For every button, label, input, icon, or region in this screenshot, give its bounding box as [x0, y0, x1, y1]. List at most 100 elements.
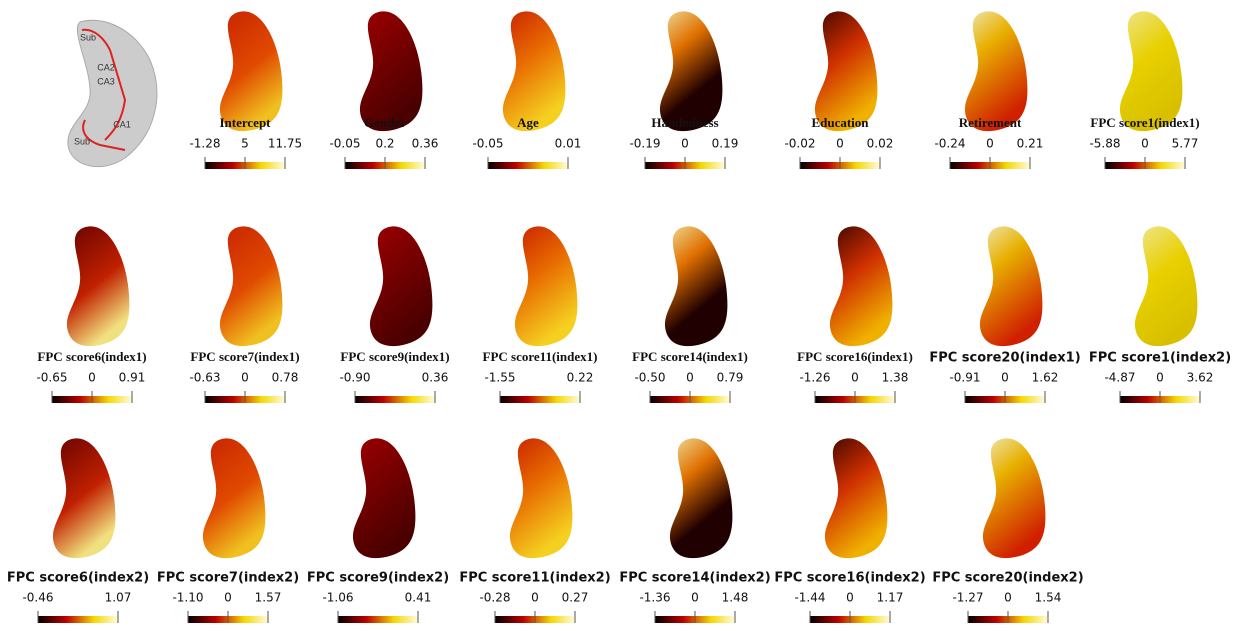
- colorbar-label: 0.78: [272, 371, 299, 385]
- colorbar-label: 0.91: [119, 371, 146, 385]
- panel-title: Retirement: [959, 115, 1022, 130]
- colorbar-label: 0: [681, 137, 689, 151]
- hippocampus-shape: [960, 221, 1052, 351]
- colorbar-label: 0: [1004, 591, 1012, 605]
- hippocampus-shape: [810, 221, 902, 351]
- colorbar-label: -0.28: [479, 591, 510, 605]
- colorbar-label: 0: [241, 371, 249, 385]
- panel-title: FPC score11(index2): [459, 571, 610, 586]
- colorbar-label: 1.57: [255, 591, 282, 605]
- panel: FPC score11(index1) -1.55 0.22: [483, 221, 598, 403]
- panel-title: FPC score1(index2): [1089, 351, 1231, 366]
- colorbar-label: 5.77: [1172, 137, 1199, 151]
- panel: FPC score7(index1) -0.63 0 0.78: [189, 221, 299, 403]
- colorbar-label: -1.27: [952, 591, 983, 605]
- panel-title: FPC score9(index2): [307, 571, 449, 586]
- colorbar-label: 0.79: [717, 371, 744, 385]
- colorbar-label: -0.50: [634, 371, 665, 385]
- colorbar-label: 0.41: [405, 591, 432, 605]
- hippocampus-shape: [33, 433, 125, 563]
- panel-title: FPC score16(index1): [797, 349, 913, 364]
- panel-title: Intercept: [219, 115, 271, 130]
- colorbar-label: 0: [686, 371, 694, 385]
- panel: FPC score16(index2) -1.44 0 1.17: [774, 433, 925, 623]
- panel-title: FPC score11(index1): [483, 349, 598, 364]
- colorbar: [488, 162, 568, 169]
- panel: FPC score11(index2) -0.28 0 0.27: [459, 433, 610, 623]
- panel-title: FPC score14(index2): [619, 571, 770, 586]
- panel-title: FPC score20(index1): [929, 351, 1080, 366]
- panel-title: FPC score16(index2): [774, 571, 925, 586]
- colorbar-label: 0.27: [562, 591, 589, 605]
- colorbar-label: -5.88: [1089, 137, 1120, 151]
- colorbar-label: 1.48: [722, 591, 749, 605]
- panel: FPC score6(index1) -0.65 0 0.91: [36, 221, 146, 403]
- colorbar-label: -1.28: [189, 137, 220, 151]
- colorbar: [500, 396, 580, 403]
- panel-title: Gender: [364, 115, 406, 130]
- panel-title: FPC score20(index2): [932, 571, 1083, 586]
- colorbar-label: 0: [1001, 371, 1009, 385]
- colorbar-label: 0.01: [555, 137, 582, 151]
- colorbar-label: -1.06: [322, 591, 353, 605]
- panel-title: FPC score9(index1): [340, 349, 449, 364]
- colorbar-label: -1.55: [484, 371, 515, 385]
- hippocampus-shape: [645, 221, 737, 351]
- colorbar-label: -0.91: [949, 371, 980, 385]
- colorbar-label: -0.19: [629, 137, 660, 151]
- colorbar-label: -0.46: [22, 591, 53, 605]
- colorbar-label: 0.22: [567, 371, 594, 385]
- colorbar: [38, 616, 118, 623]
- colorbar-label: -1.44: [794, 591, 825, 605]
- colorbar-label: 0: [88, 371, 96, 385]
- page: {"reference": {"labels": ["Sub", "CA2", …: [0, 0, 1234, 631]
- colorbar-label: 0: [851, 371, 859, 385]
- colorbar-label: 0.21: [1017, 137, 1044, 151]
- panel-title: FPC score6(index1): [37, 349, 146, 364]
- colorbar-label: -1.26: [799, 371, 830, 385]
- hippocampus-shape: [47, 221, 139, 351]
- panel-title: Age: [517, 115, 539, 130]
- colorbar-label: -1.36: [639, 591, 670, 605]
- hippocampus-shape: [495, 221, 587, 351]
- colorbar-label: 0: [1141, 137, 1149, 151]
- colorbar-label: 0: [531, 591, 539, 605]
- colorbar: [355, 396, 435, 403]
- panel-title: Handedness: [651, 115, 718, 130]
- region-label: CA3: [97, 76, 115, 86]
- colorbar-label: 11.75: [268, 137, 302, 151]
- panel: FPC score9(index2) -1.06 0.41: [307, 433, 449, 623]
- colorbar-label: -0.65: [36, 371, 67, 385]
- colorbar: [338, 616, 418, 623]
- colorbar-label: 0: [846, 591, 854, 605]
- panel-title: Education: [811, 115, 869, 130]
- hippocampus-shape: [490, 433, 582, 563]
- panel: FPC score20(index1)-0.9101.62: [929, 221, 1080, 403]
- colorbar-label: -1.10: [172, 591, 203, 605]
- colorbar-label: -0.05: [329, 137, 360, 151]
- colorbar-label: 1.38: [882, 371, 909, 385]
- colorbar-label: 0.36: [412, 137, 439, 151]
- colorbar-label: 3.62: [1187, 371, 1214, 385]
- colorbar-label: -0.24: [934, 137, 965, 151]
- panel-title: FPC score7(index1): [190, 349, 299, 364]
- panel: Gender -0.05 0.2 0.36: [329, 6, 438, 169]
- colorbar-label: -0.02: [784, 137, 815, 151]
- region-label: Sub: [74, 136, 90, 146]
- colorbar-label: 0: [691, 591, 699, 605]
- colorbar-label: 1.17: [877, 591, 904, 605]
- region-label: Sub: [80, 32, 96, 42]
- colorbar-label: -0.63: [189, 371, 220, 385]
- colorbar-label: 0.36: [422, 371, 449, 385]
- colorbar-label: 1.54: [1035, 591, 1062, 605]
- colorbar-label: 1.07: [105, 591, 132, 605]
- panel: FPC score16(index1) -1.26 0 1.38: [797, 221, 913, 403]
- colorbar-label: 0.2: [375, 137, 394, 151]
- region-label: CA1: [113, 119, 131, 129]
